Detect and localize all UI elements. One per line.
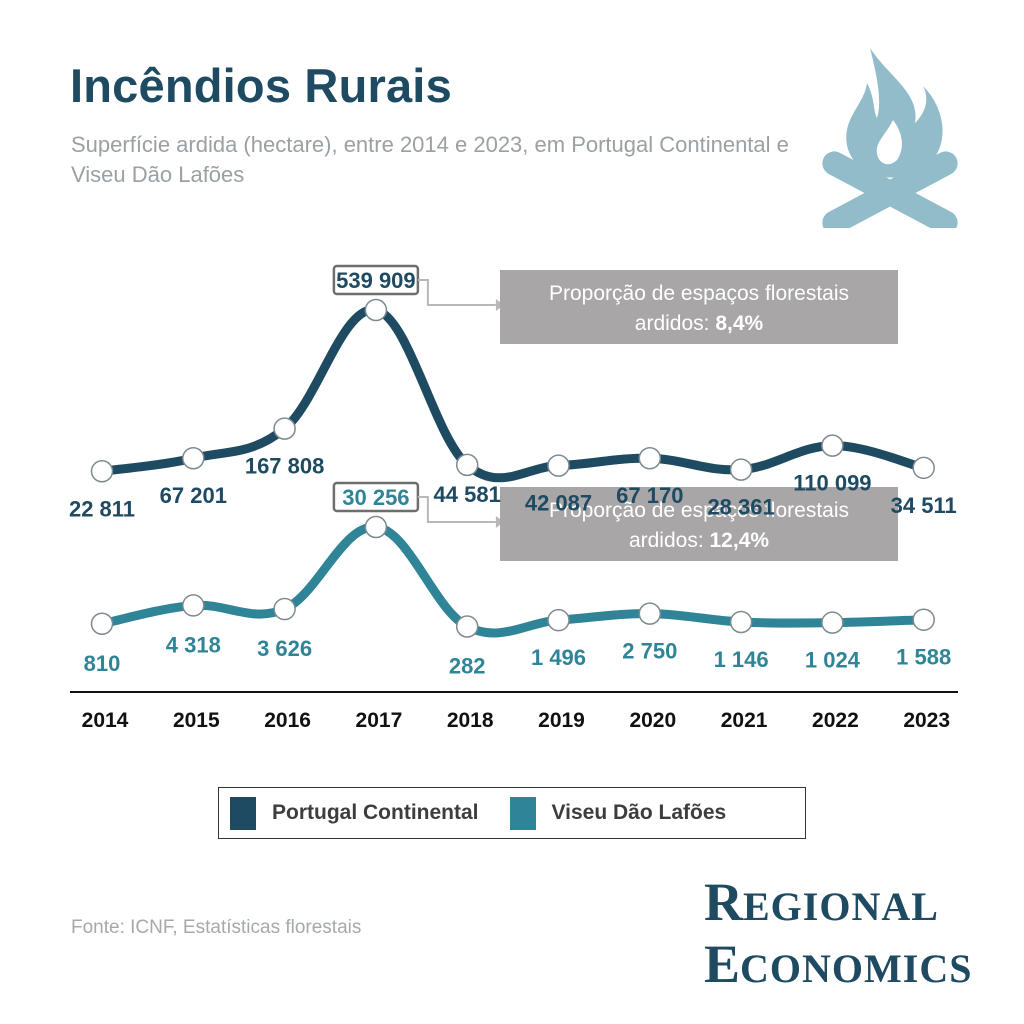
data-label-viseu-2020: 2 750 bbox=[622, 639, 677, 664]
data-label-portugal-2020: 67 170 bbox=[616, 483, 683, 508]
legend-item-portugal: Portugal Continental bbox=[230, 796, 479, 830]
data-point-portugal-2015 bbox=[182, 446, 205, 470]
x-tick-2018: 2018 bbox=[447, 709, 494, 732]
data-point-viseu-2023 bbox=[912, 608, 935, 631]
data-label-portugal-2018: 44 581 bbox=[434, 482, 501, 507]
data-label-viseu-2016: 3 626 bbox=[257, 636, 312, 661]
annotation-line2-viseu: ardidos: 12,4% bbox=[629, 529, 769, 552]
x-tick-2014: 2014 bbox=[82, 709, 129, 732]
data-label-portugal-2014: 22 811 bbox=[69, 496, 135, 521]
x-tick-2023: 2023 bbox=[903, 709, 950, 732]
x-tick-2019: 2019 bbox=[538, 709, 585, 732]
annotation-arrow-viseu bbox=[495, 516, 504, 528]
data-label-portugal-2023: 34 511 bbox=[891, 493, 957, 518]
data-point-portugal-2020 bbox=[638, 446, 662, 470]
line-chart: 539 909 Proporção de espaços florestais ar… bbox=[69, 264, 958, 732]
data-label-portugal-2019: 42 087 bbox=[525, 491, 592, 516]
annotation-line1-portugal: Proporção de espaços florestais bbox=[549, 282, 849, 305]
annotation-box-viseu bbox=[500, 487, 898, 561]
data-label-viseu-2015: 4 318 bbox=[166, 632, 221, 657]
data-point-viseu-2022 bbox=[821, 611, 844, 634]
annotation-line1-viseu: Proporção de espaços florestais bbox=[549, 499, 849, 522]
legend-swatch-viseu bbox=[509, 796, 536, 830]
data-label-portugal-2016: 167 808 bbox=[245, 454, 325, 479]
page-subtitle: Superfície ardida (hectare), entre 2014 … bbox=[71, 132, 789, 187]
data-point-viseu-2020 bbox=[638, 602, 662, 625]
data-point-viseu-2014 bbox=[90, 612, 114, 636]
data-label-portugal-2021: 28 361 bbox=[707, 495, 774, 520]
data-point-viseu-2021 bbox=[729, 610, 753, 634]
data-point-viseu-2015 bbox=[182, 594, 205, 617]
data-label-viseu-2023: 1 588 bbox=[896, 645, 951, 670]
data-label-viseu-2021: 1 146 bbox=[714, 647, 769, 672]
brand-logo: REGIONAL ECONOMICS bbox=[704, 872, 973, 1002]
data-label-viseu-2019: 1 496 bbox=[531, 645, 586, 670]
logo-line-2: ECONOMICS bbox=[704, 934, 973, 994]
peak-label-viseu: 30 256 bbox=[342, 485, 409, 510]
x-tick-2016: 2016 bbox=[264, 709, 311, 732]
x-tick-2022: 2022 bbox=[812, 709, 859, 732]
data-point-viseu-2019 bbox=[547, 608, 570, 632]
data-point-portugal-2021 bbox=[729, 458, 753, 481]
x-tick-2020: 2020 bbox=[629, 709, 676, 732]
data-point-portugal-2014 bbox=[90, 460, 114, 483]
annotation-connector-portugal bbox=[417, 279, 496, 306]
data-label-viseu-2018: 282 bbox=[449, 654, 486, 679]
legend-label-portugal: Portugal Continental bbox=[272, 801, 479, 824]
legend-swatch-portugal bbox=[230, 796, 256, 830]
x-tick-2021: 2021 bbox=[721, 709, 768, 732]
page-title: Incêndios Rurais bbox=[70, 59, 452, 112]
data-label-viseu-2014: 810 bbox=[84, 651, 121, 676]
x-tick-2017: 2017 bbox=[356, 709, 403, 732]
data-point-viseu-2018 bbox=[455, 615, 479, 638]
data-point-viseu-2017 bbox=[364, 515, 388, 539]
data-label-portugal-2022: 110 099 bbox=[793, 471, 871, 496]
x-tick-2015: 2015 bbox=[173, 709, 220, 732]
data-point-portugal-2023 bbox=[912, 456, 935, 480]
data-point-portugal-2016 bbox=[273, 417, 296, 440]
annotation-line2-portugal: ardidos: 8,4% bbox=[635, 312, 764, 335]
data-point-portugal-2017 bbox=[364, 298, 388, 322]
logo-line-1: REGIONAL bbox=[704, 872, 939, 932]
data-point-viseu-2016 bbox=[273, 597, 296, 621]
legend-item-viseu: Viseu Dão Lafões bbox=[509, 796, 727, 830]
peak-label-portugal: 539 909 bbox=[336, 268, 416, 293]
series-line-viseu bbox=[97, 522, 929, 638]
chart-legend: Portugal Continental Viseu Dão Lafões bbox=[218, 787, 806, 839]
data-label-viseu-2022: 1 024 bbox=[805, 648, 861, 673]
data-label-portugal-2015: 67 201 bbox=[160, 483, 227, 508]
annotation-connector-viseu bbox=[417, 496, 496, 523]
legend-label-viseu: Viseu Dão Lafões bbox=[551, 801, 727, 824]
data-point-portugal-2018 bbox=[455, 453, 479, 477]
data-point-portugal-2022 bbox=[821, 434, 844, 457]
source-note: Fonte: ICNF, Estatísticas florestais bbox=[71, 917, 362, 938]
campfire-icon bbox=[822, 48, 958, 228]
annotation-arrow-portugal bbox=[495, 299, 504, 311]
data-point-portugal-2019 bbox=[547, 454, 570, 477]
annotation-box-portugal bbox=[500, 270, 898, 344]
